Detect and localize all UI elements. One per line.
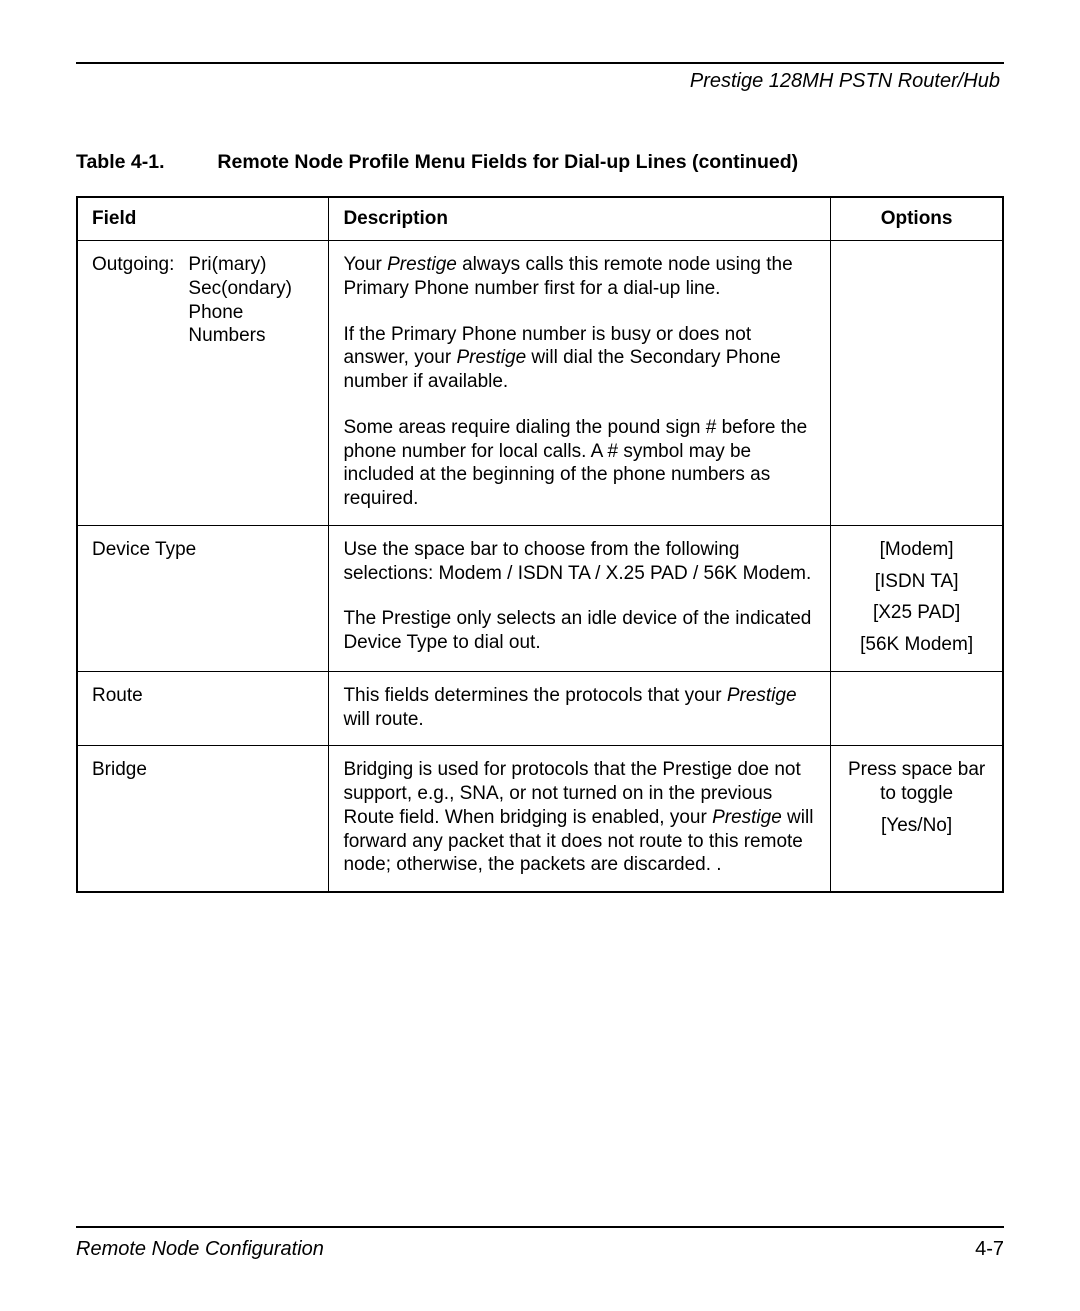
description-paragraph: Some areas require dialing the pound sig… — [343, 416, 816, 511]
caption-title: Remote Node Profile Menu Fields for Dial… — [217, 151, 798, 173]
footer-page-number: 4-7 — [975, 1238, 1004, 1261]
option-value: Press space bar to toggle — [845, 758, 988, 806]
footer-rule — [76, 1226, 1004, 1228]
table-header-row: Field Description Options — [77, 197, 1003, 241]
text-segment: Some areas require dialing the pound sig… — [343, 417, 807, 509]
options-cell: Press space bar to toggle [Yes/No] — [831, 746, 1003, 892]
text-segment: Prestige — [387, 254, 457, 275]
field-sub-line: Numbers — [188, 324, 292, 348]
field-cell: Route — [77, 671, 329, 746]
description-cell: Your Prestige always calls this remote n… — [329, 241, 831, 526]
text-segment: Prestige — [727, 685, 797, 706]
footer-section-title: Remote Node Configuration — [76, 1238, 324, 1261]
text-segment: will route. — [343, 709, 423, 730]
page-footer: Remote Node Configuration 4-7 — [76, 1226, 1004, 1261]
col-header-field: Field — [77, 197, 329, 241]
field-sub-line: Sec(ondary) — [188, 277, 292, 301]
table-caption: Table 4-1. Remote Node Profile Menu Fiel… — [76, 151, 1004, 174]
col-header-options: Options — [831, 197, 1003, 241]
field-cell: Device Type — [77, 525, 329, 671]
description-paragraph: The Prestige only selects an idle device… — [343, 607, 816, 655]
text-segment: Prestige — [456, 347, 526, 368]
field-sub-line: Phone — [188, 301, 292, 325]
description-paragraph: Your Prestige always calls this remote n… — [343, 253, 816, 301]
remote-node-table: Field Description Options Outgoing:Pri(m… — [76, 196, 1004, 893]
header-rule — [76, 62, 1004, 64]
field-cell: Bridge — [77, 746, 329, 892]
option-value: [56K Modem] — [845, 633, 988, 657]
option-value: [Modem] — [845, 538, 988, 562]
description-paragraph: This fields determines the protocols tha… — [343, 684, 816, 732]
text-segment: The Prestige only selects an idle device… — [343, 608, 811, 653]
field-sub-line: Pri(mary) — [188, 253, 292, 277]
text-segment: Prestige — [712, 807, 782, 828]
options-cell: [Modem] [ISDN TA] [X25 PAD] [56K Modem] — [831, 525, 1003, 671]
text-segment: This fields determines the protocols tha… — [343, 685, 726, 706]
text-segment: Your — [343, 254, 387, 275]
col-header-description: Description — [329, 197, 831, 241]
field-cell: Outgoing:Pri(mary)Sec(ondary)PhoneNumber… — [77, 241, 329, 526]
description-cell: Bridging is used for protocols that the … — [329, 746, 831, 892]
field-left-label: Outgoing: — [92, 253, 174, 348]
field-sub-lines: Pri(mary)Sec(ondary)PhoneNumbers — [188, 253, 292, 348]
caption-label: Table 4-1. — [76, 151, 212, 174]
description-paragraph: Use the space bar to choose from the fol… — [343, 538, 816, 586]
options-stack: [Modem] [ISDN TA] [X25 PAD] [56K Modem] — [845, 538, 988, 657]
options-stack: Press space bar to toggle [Yes/No] — [845, 758, 988, 837]
option-value: [Yes/No] — [845, 814, 988, 838]
description-paragraph: Bridging is used for protocols that the … — [343, 758, 816, 877]
text-segment: Use the space bar to choose from the fol… — [343, 539, 811, 584]
description-paragraph: If the Primary Phone number is busy or d… — [343, 323, 816, 394]
description-cell: Use the space bar to choose from the fol… — [329, 525, 831, 671]
option-value: [X25 PAD] — [845, 601, 988, 625]
table-row: BridgeBridging is used for protocols tha… — [77, 746, 1003, 892]
description-cell: This fields determines the protocols tha… — [329, 671, 831, 746]
table-row: Outgoing:Pri(mary)Sec(ondary)PhoneNumber… — [77, 241, 1003, 526]
option-value: [ISDN TA] — [845, 570, 988, 594]
options-cell — [831, 671, 1003, 746]
options-cell — [831, 241, 1003, 526]
table-row: Device Type Use the space bar to choose f… — [77, 525, 1003, 671]
table-row: Route This fields determines the protocol… — [77, 671, 1003, 746]
running-head: Prestige 128MH PSTN Router/Hub — [76, 70, 1004, 93]
